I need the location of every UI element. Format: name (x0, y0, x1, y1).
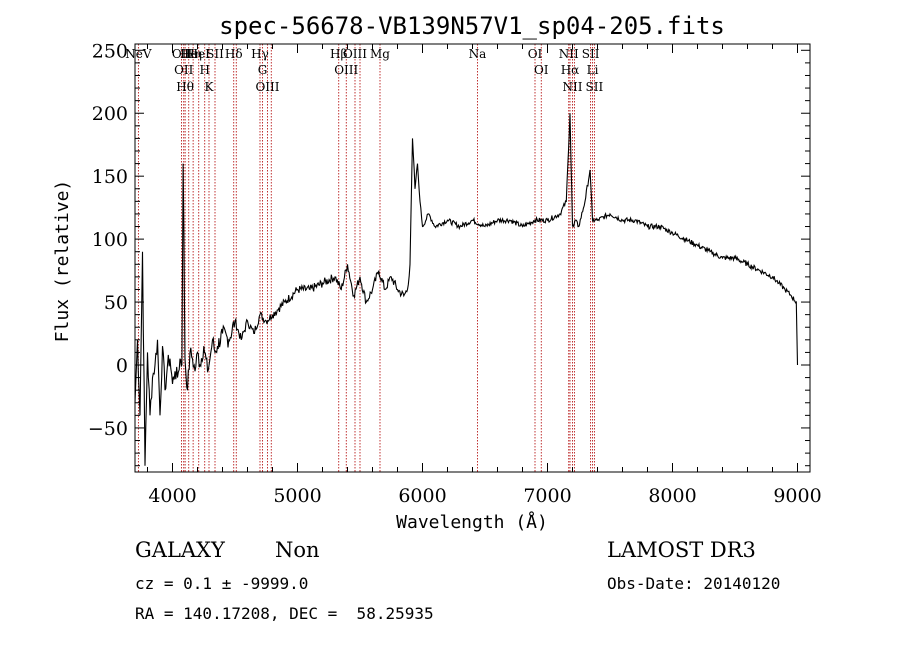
line-marker-label: G (258, 63, 268, 77)
line-marker-label: OI (534, 63, 549, 77)
redshift-text: cz = 0.1 ± -9999.0 (135, 574, 309, 593)
obs-date: Obs-Date: 20140120 (607, 574, 781, 593)
line-marker-label: K (205, 80, 215, 94)
line-markers (137, 44, 595, 472)
line-marker-label: NII (563, 80, 583, 94)
line-marker-label: Mg (370, 47, 390, 61)
line-marker-label: HeI (188, 47, 211, 61)
line-marker-label: He (180, 47, 198, 61)
line-marker-label: Na (469, 47, 487, 61)
y-tick-label: −50 (88, 418, 128, 440)
line-marker-label: NII (559, 47, 579, 61)
y-axis-label: Flux (relative) (52, 180, 73, 343)
x-tick-label: 8000 (648, 485, 696, 507)
line-marker-label: OIII (343, 47, 367, 61)
line-marker-label: Li (587, 63, 599, 77)
line-marker-label: Hβ (330, 47, 347, 61)
line-marker-label: Hθ (176, 80, 194, 94)
line-marker-label: Hδ (225, 47, 243, 61)
line-marker-label: H (200, 63, 210, 77)
x-tick-label: 4000 (148, 485, 196, 507)
x-axis-label: Wavelength (Å) (396, 511, 548, 533)
line-marker-label: SII (586, 80, 604, 94)
line-marker-label: Hγ (251, 47, 269, 61)
spectrum-line (134, 113, 799, 466)
line-marker-label: SII (206, 47, 224, 61)
y-tick-label: 100 (92, 229, 128, 251)
y-tick-label: 50 (104, 292, 128, 314)
y-axis: −50 0 50 100 150 200 250 (88, 40, 810, 467)
line-marker-label: NeV (125, 47, 152, 61)
object-class: GALAXY (135, 538, 225, 562)
line-marker-label: OIII (334, 63, 358, 77)
x-tick-label: 6000 (398, 485, 446, 507)
coordinates: RA = 140.17208, DEC = 58.25935 (135, 604, 434, 623)
y-tick-label: 150 (92, 166, 128, 188)
line-marker-label: OII (172, 47, 192, 61)
line-marker-label: Hα (561, 63, 580, 77)
x-tick-label: 5000 (273, 485, 321, 507)
x-axis: 4000 5000 6000 7000 8000 9000 (147, 44, 822, 507)
y-tick-label: 0 (116, 355, 128, 377)
y-tick-label: 200 (92, 103, 128, 125)
chart-title: spec-56678-VB139N57V1_sp04-205.fits (219, 12, 725, 40)
line-marker-label: OI (528, 47, 543, 61)
y-tick-label: 250 (92, 40, 128, 62)
x-tick-label: 7000 (523, 485, 571, 507)
line-marker-label: OII (174, 63, 194, 77)
survey-name: LAMOST DR3 (607, 538, 756, 562)
object-subclass: Non (275, 538, 320, 562)
x-tick-label: 9000 (773, 485, 821, 507)
line-marker-label: Hη (184, 47, 202, 61)
line-marker-label: SII (582, 47, 600, 61)
line-marker-label: OIII (255, 80, 279, 94)
